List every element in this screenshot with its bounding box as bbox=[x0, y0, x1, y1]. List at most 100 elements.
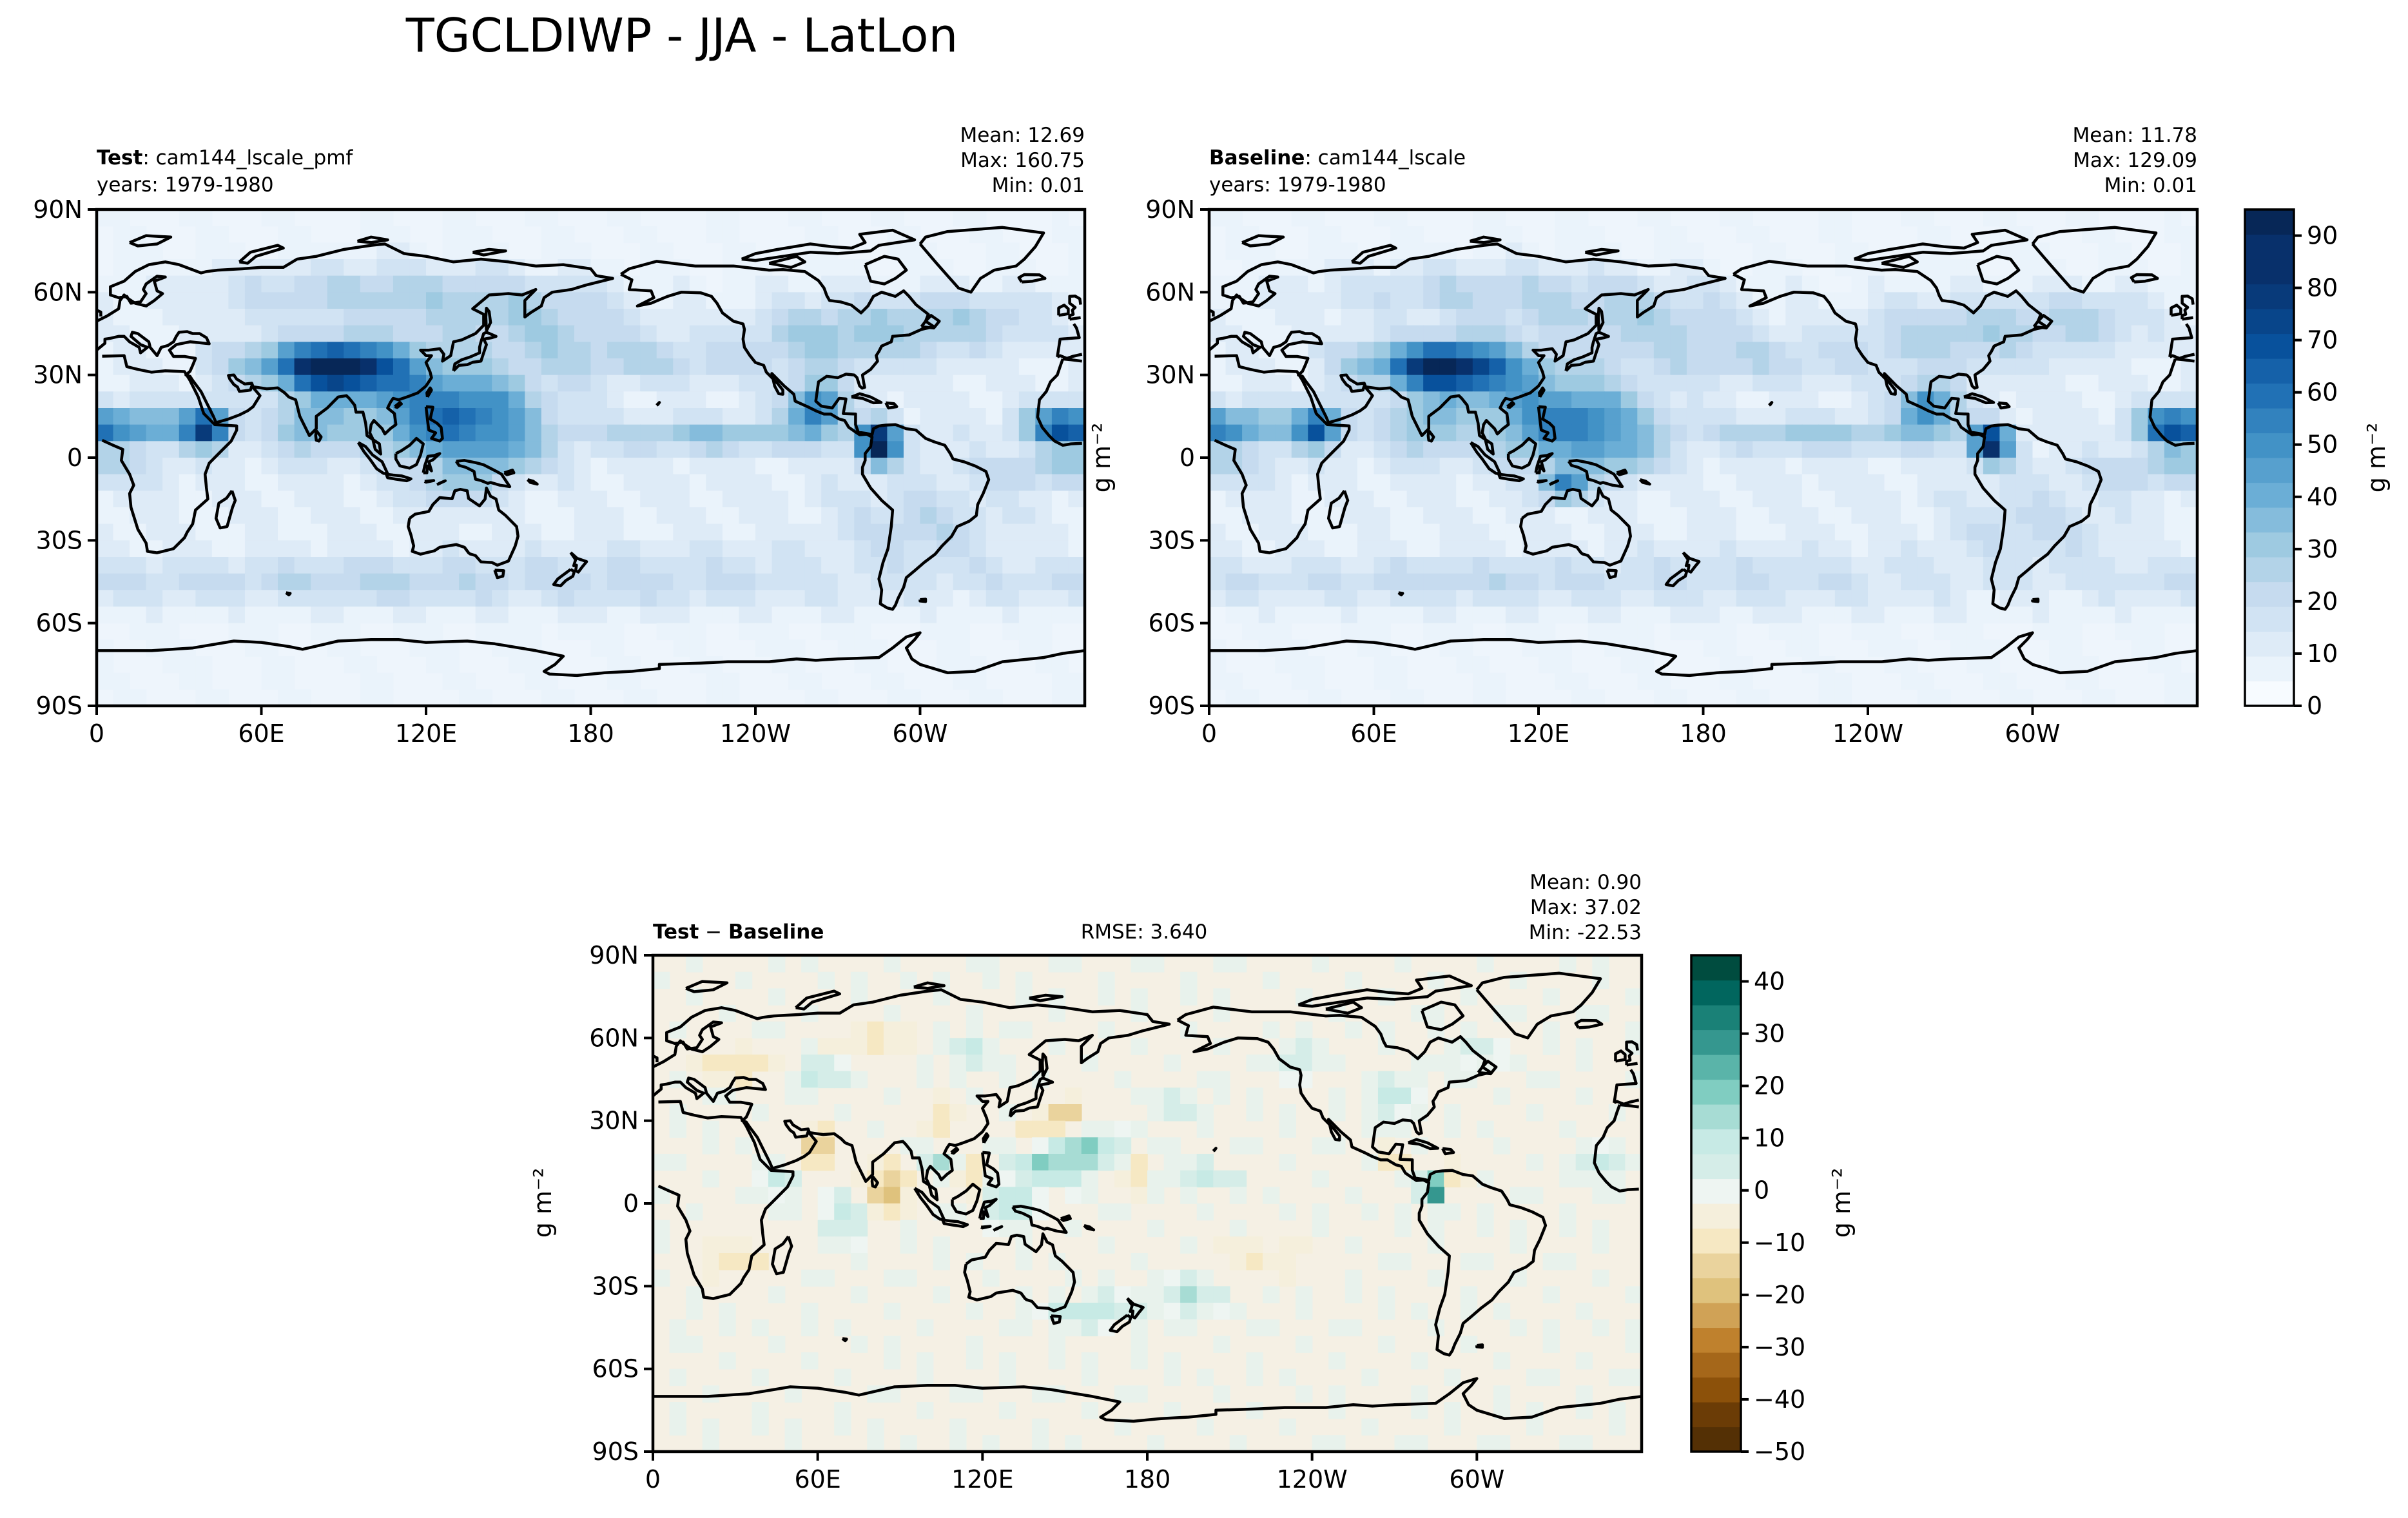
coastline bbox=[1040, 1052, 1049, 1078]
coastline bbox=[1212, 1147, 1218, 1153]
x-tick-label: 60W bbox=[2005, 719, 2061, 748]
y-tick-label: 60N bbox=[33, 278, 83, 306]
x-tick-label: 60W bbox=[1449, 1465, 1504, 1494]
coastline bbox=[526, 478, 539, 486]
test-max: Max: 160.75 bbox=[960, 149, 1085, 172]
colorbar-tick-label: 60 bbox=[2307, 378, 2338, 407]
difference-rmse: RMSE: 3.640 bbox=[1081, 920, 1208, 944]
coastline bbox=[97, 242, 1083, 456]
y-tick-label: 60S bbox=[1149, 609, 1195, 637]
colorbar-segment bbox=[1691, 1426, 1741, 1452]
coastline bbox=[1049, 1314, 1062, 1325]
y-tick-label: 60N bbox=[1145, 278, 1195, 306]
coastline bbox=[1567, 459, 1624, 489]
coastline bbox=[1616, 469, 1628, 476]
colorbar-segment bbox=[1691, 1253, 1741, 1279]
coastline bbox=[407, 486, 519, 567]
test-axes: 0 60E 120E 180 120W 60W 90N 60N 30N 0 30S 60S 90S bbox=[33, 195, 947, 748]
colorbar-segment bbox=[1691, 1228, 1741, 1254]
coastline bbox=[484, 306, 492, 332]
colorbar-brbg: −50 −40 −30 −20 −10 0 10 20 30 40 bbox=[1690, 954, 1805, 1466]
coastline bbox=[1506, 436, 1537, 470]
y-tick-label: 90N bbox=[1145, 195, 1195, 224]
colorbar-tick-label: −20 bbox=[1754, 1281, 1805, 1309]
colorbar-segment bbox=[1691, 1178, 1741, 1204]
coastline bbox=[1853, 228, 2029, 262]
x-tick-label: 120E bbox=[1508, 719, 1570, 748]
coastline bbox=[1325, 1000, 1363, 1015]
y-tick-label: 0 bbox=[623, 1189, 639, 1218]
baseline-min: Min: 0.01 bbox=[2104, 174, 2197, 197]
coastline bbox=[1477, 1060, 1498, 1076]
coastline bbox=[2032, 314, 2054, 330]
coastline bbox=[1109, 1314, 1132, 1334]
coastline bbox=[884, 401, 898, 410]
coastline bbox=[1536, 479, 1548, 484]
y-tick-label: 30S bbox=[592, 1272, 639, 1300]
colorbar-segment bbox=[1691, 1154, 1741, 1180]
coastline bbox=[1060, 1214, 1072, 1222]
coastline bbox=[1083, 1224, 1096, 1232]
colorbar-tick-label: 80 bbox=[2307, 274, 2338, 302]
baseline-mean: Mean: 11.78 bbox=[2072, 124, 2197, 147]
coastline bbox=[425, 386, 433, 398]
coastline bbox=[1441, 1147, 1455, 1156]
difference-min: Min: -22.53 bbox=[1529, 921, 1642, 944]
difference-map bbox=[653, 955, 1642, 1452]
coastline bbox=[655, 401, 661, 407]
colorbar-tick-label: 50 bbox=[2307, 431, 2338, 459]
colorbar-segment bbox=[2245, 631, 2294, 657]
coastline bbox=[238, 244, 285, 265]
coastlines bbox=[1209, 226, 2197, 677]
coastline bbox=[1017, 273, 1047, 284]
x-tick-label: 120W bbox=[720, 719, 791, 748]
x-tick-label: 180 bbox=[567, 719, 614, 748]
coastline bbox=[978, 1198, 998, 1220]
coastline bbox=[951, 1182, 982, 1216]
coastline bbox=[771, 1235, 793, 1276]
colorbar-segment bbox=[2245, 234, 2294, 260]
coastline bbox=[129, 234, 173, 248]
field-cells bbox=[1209, 209, 2197, 706]
baseline-max: Max: 129.09 bbox=[2073, 149, 2197, 172]
y-tick-label: 30N bbox=[1145, 361, 1195, 389]
coastline bbox=[1506, 401, 1515, 409]
difference-axes: 0 60E 120E 180 120W 60W 90N 60N 30N 0 30S 60S 90S bbox=[589, 941, 1504, 1494]
coastline bbox=[1297, 974, 1473, 1008]
baseline-label: Baseline: cam144_lscale bbox=[1209, 146, 1466, 170]
coastline bbox=[1209, 631, 2197, 677]
coastline bbox=[1768, 401, 1774, 407]
coastline bbox=[452, 331, 498, 372]
baseline-map bbox=[1209, 209, 2197, 706]
colorbar-segment bbox=[1691, 1203, 1741, 1229]
coastline bbox=[1963, 392, 1995, 405]
coastline bbox=[1126, 1297, 1145, 1319]
coastline bbox=[503, 469, 516, 476]
coastline bbox=[1407, 1138, 1440, 1151]
coastline bbox=[569, 551, 588, 574]
difference-label: Test − Baseline bbox=[653, 920, 824, 944]
coastline bbox=[993, 1225, 1004, 1232]
coastline bbox=[1475, 971, 1602, 1040]
test-ylabel: g m⁻² bbox=[1087, 423, 1116, 493]
coastline bbox=[2031, 598, 2040, 603]
coastline bbox=[423, 479, 436, 484]
coastline bbox=[741, 228, 917, 262]
coastline bbox=[1469, 235, 1502, 244]
colorbar-tick-label: 70 bbox=[2307, 326, 2338, 355]
coastline bbox=[2130, 273, 2159, 284]
colorbar-segment bbox=[2245, 656, 2294, 682]
coastline bbox=[214, 489, 237, 530]
difference-mean: Mean: 0.90 bbox=[1529, 871, 1642, 894]
y-tick-label: 60S bbox=[592, 1355, 639, 1383]
colorbar-segment bbox=[1691, 1327, 1741, 1353]
coastline bbox=[795, 989, 842, 1011]
baseline-axes: 0 60E 120E 180 120W 60W 90N 60N 30N 0 30S 60S 90S bbox=[1145, 195, 2060, 748]
y-tick-label: 90N bbox=[589, 941, 639, 969]
coastline bbox=[841, 1337, 848, 1343]
colorbar-tick-label: −50 bbox=[1754, 1437, 1805, 1466]
coastline bbox=[1426, 429, 1435, 443]
coastlines bbox=[653, 971, 1642, 1423]
colorbar-segment bbox=[2245, 408, 2294, 434]
test-mean: Mean: 12.69 bbox=[960, 124, 1085, 147]
